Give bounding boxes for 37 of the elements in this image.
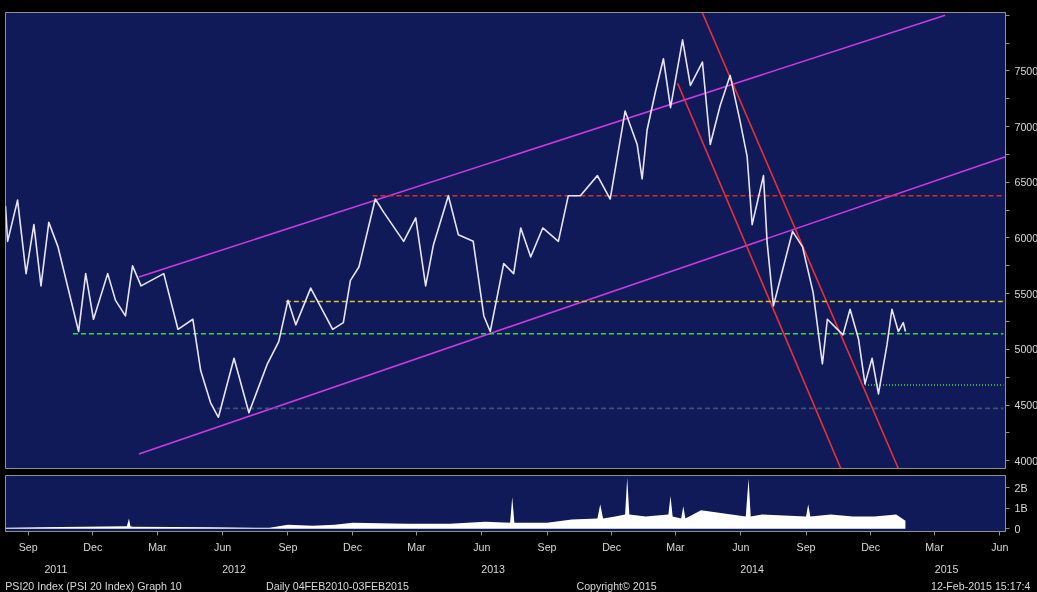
text: PSI20 Index (PSI 20 Index) Graph 10: [5, 579, 182, 592]
y-tick-label: 4500: [1014, 399, 1037, 412]
x2-tick-label: 2011: [44, 562, 68, 575]
x-tick-label: Jun: [732, 540, 750, 553]
x-tick-label: Mar: [407, 540, 427, 553]
text: Daily 04FEB2010-03FEB2015: [266, 579, 409, 592]
x-tick-label: Dec: [343, 540, 363, 553]
text: Copyright© 2015: [576, 579, 657, 592]
x2-tick-label: 2013: [481, 562, 506, 575]
y-tick-label: 7500: [1014, 64, 1037, 77]
x2-tick-label: 2015: [934, 562, 959, 575]
text: 12-Feb-2015 15:17:4: [930, 579, 1031, 592]
x-tick-label: Jun: [473, 540, 491, 553]
y-tick-label: 7000: [1014, 120, 1037, 133]
y-tick-label: 1B: [1014, 502, 1028, 515]
x2-tick-label: 2014: [740, 562, 765, 575]
x-tick-label: Dec: [602, 540, 622, 553]
x-tick-label: Sep: [18, 540, 38, 553]
y-tick-label: 6500: [1014, 176, 1037, 189]
x-tick-label: Jun: [991, 540, 1009, 553]
y-tick-label: 2B: [1014, 481, 1028, 494]
x-tick-label: Sep: [537, 540, 557, 553]
x-tick-label: Sep: [278, 540, 298, 553]
x-tick-label: Mar: [925, 540, 945, 553]
y-tick-label: 6000: [1014, 231, 1037, 244]
x2-tick-label: 2012: [222, 562, 246, 575]
y-tick-label: 5000: [1014, 343, 1037, 356]
x-tick-label: Mar: [148, 540, 168, 553]
x-tick-label: Dec: [861, 540, 881, 553]
x-tick-label: Sep: [796, 540, 816, 553]
x-tick-label: Mar: [666, 540, 686, 553]
x-tick-label: Dec: [83, 540, 103, 553]
line-series: [5, 38, 907, 419]
y-tick-label: 0: [1014, 522, 1021, 535]
y-tick-label: 4000: [1014, 454, 1037, 467]
x-tick-label: Jun: [214, 540, 232, 553]
y-tick-label: 5500: [1014, 287, 1037, 300]
